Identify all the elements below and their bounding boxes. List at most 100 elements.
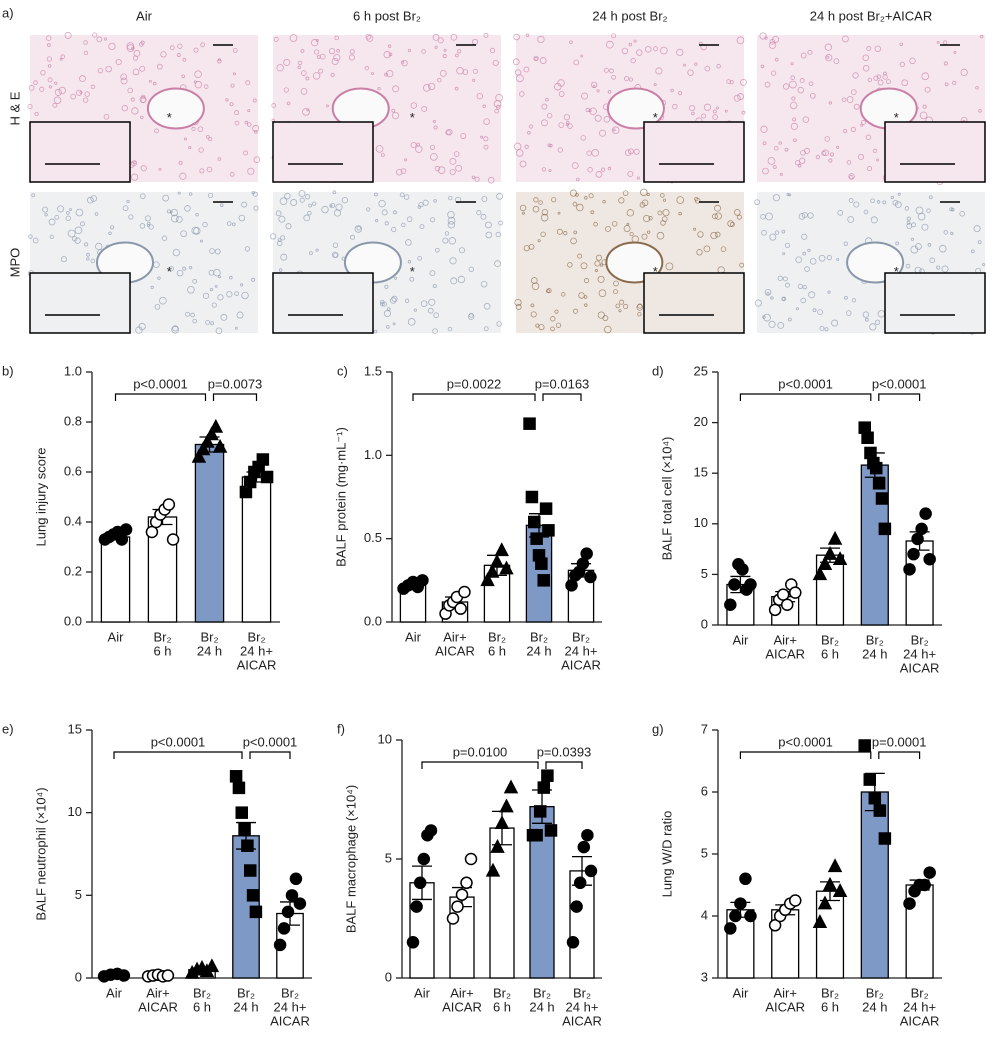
x-tick-label: Air+ [773,632,796,647]
tissue-texture [375,145,384,153]
x-tick-label: Br₂ [488,629,506,644]
tissue-texture [519,204,527,212]
x-tick-label: Br₂ [911,632,929,647]
tissue-texture [217,294,224,301]
x-tick-label: 24 h+ [566,999,599,1014]
tissue-texture [178,160,183,165]
tissue-texture [407,48,411,53]
tissue-texture [797,86,804,94]
p-value: p<0.0001 [872,376,927,391]
tissue-texture [703,245,711,253]
tissue-texture [607,166,612,171]
tissue-texture [929,257,935,264]
tissue-texture [921,223,929,231]
tissue-texture [172,248,181,257]
tissue-texture [584,303,588,307]
tissue-texture [192,278,198,284]
data-point [544,824,558,837]
tissue-texture [485,231,493,239]
tissue-texture [392,322,396,326]
tissue-texture [569,189,577,197]
tissue-texture [280,235,286,241]
tissue-texture [570,237,577,245]
tissue-texture [772,36,780,44]
p-value: p=0.0022 [447,376,502,391]
tissue-texture [538,200,543,205]
tissue-texture [147,221,151,226]
tissue-texture [401,60,405,64]
tissue-texture [326,104,329,108]
x-tick-label: Br₂ [530,629,548,644]
tissue-texture [802,116,810,123]
tissue-texture [663,198,667,202]
tissue-texture [214,284,218,288]
tissue-texture [307,210,312,216]
tissue-texture [159,296,167,305]
tissue-texture [603,116,611,123]
tissue-texture [34,111,39,117]
tissue-texture [515,149,524,157]
tissue-texture [391,108,396,113]
data-point [535,557,548,570]
tissue-texture [824,327,829,332]
tissue-texture [170,208,178,217]
tissue-texture [156,63,163,70]
tissue-texture [455,53,459,58]
tissue-texture [523,245,530,252]
p-value: p<0.0001 [243,734,298,749]
tissue-texture [278,268,283,272]
tissue-texture [480,135,484,139]
tissue-texture [60,54,66,59]
tissue-texture [278,215,286,223]
tissue-texture [953,51,957,54]
panel-label: b) [2,363,14,378]
inset [29,121,131,183]
tissue-texture [180,230,188,238]
column-title: 24 h post Br₂ [592,8,667,23]
tissue-texture [389,297,397,304]
tissue-texture [166,209,171,214]
tissue-texture [434,45,438,49]
tissue-texture [90,195,98,202]
tissue-texture [800,52,807,59]
data-point [789,586,802,599]
data-point [584,570,597,584]
tissue-texture [733,94,741,102]
tissue-texture [371,72,375,75]
tissue-texture [782,83,790,90]
tissue-texture [618,197,625,204]
tissue-texture [876,200,881,204]
tissue-texture [804,266,810,272]
data-point [903,563,916,576]
tissue-texture [416,142,420,147]
panel-label: e) [2,721,14,736]
tissue-texture [613,289,618,295]
tissue-texture [483,326,489,332]
tissue-texture [401,222,406,228]
tissue-texture [583,278,590,284]
tissue-texture [103,37,107,41]
tissue-texture [140,165,147,172]
tissue-texture [468,312,474,318]
tissue-texture [448,195,453,201]
x-tick-label: Br₂ [281,985,299,1000]
tissue-texture [330,203,336,208]
data-point [454,602,467,615]
tissue-texture [437,77,442,83]
tissue-texture [65,215,71,221]
tissue-texture [234,326,238,330]
tissue-texture [429,217,436,223]
tissue-texture [447,216,456,225]
data-point [817,895,833,910]
x-tick-label: Br₂ [200,629,218,644]
tissue-texture [472,78,476,82]
tissue-texture [979,34,984,39]
tissue-texture [580,262,588,270]
tissue-texture [308,203,313,208]
tissue-texture [366,207,371,212]
tissue-texture [132,68,140,76]
tissue-texture [694,198,701,204]
x-tick-label: AICAR [561,657,601,672]
tissue-texture [555,322,562,328]
tissue-texture [772,165,777,169]
